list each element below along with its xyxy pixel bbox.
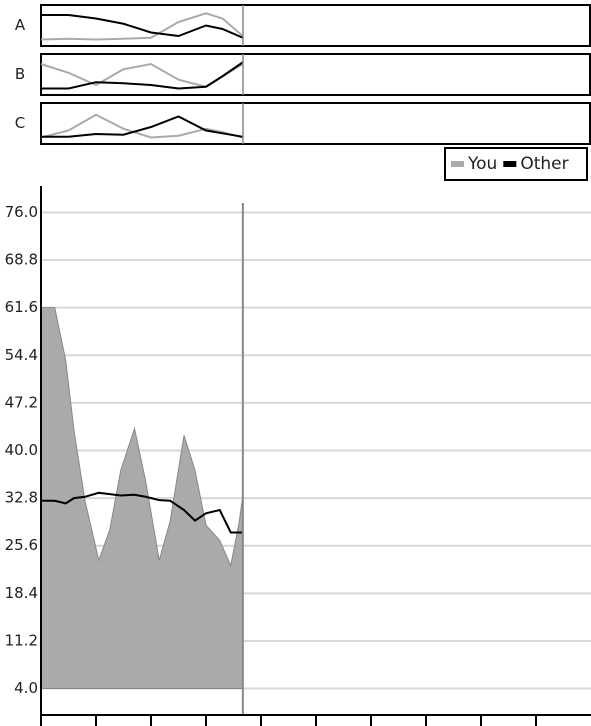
series-line	[41, 14, 244, 39]
panel-label: A	[15, 16, 26, 34]
panel-label: B	[15, 65, 25, 83]
series-line	[41, 61, 244, 90]
legend-label: Other	[520, 154, 568, 174]
y-tick-label: 4.0	[14, 679, 38, 697]
y-tick-label: 47.2	[5, 393, 38, 411]
y-tick-label: 40.0	[5, 441, 38, 459]
y-tick-label: 32.8	[5, 489, 38, 507]
y-tick-label: 18.4	[5, 584, 38, 602]
panel-frame	[40, 53, 591, 96]
y-tick-label: 76.0	[5, 203, 38, 221]
legend-swatch	[451, 161, 464, 167]
series-line	[41, 115, 244, 138]
y-tick-label: 61.6	[5, 298, 38, 316]
y-tick-label: 54.4	[5, 346, 38, 364]
panel-frame	[40, 4, 591, 47]
series-line	[40, 113, 244, 139]
series-line	[40, 12, 244, 41]
y-tick-label: 68.8	[5, 251, 38, 269]
y-tick-label: 11.2	[5, 631, 38, 649]
legend-label: You	[467, 154, 497, 174]
panel-label: C	[15, 114, 25, 132]
panel-frame	[40, 102, 591, 145]
y-tick-label: 25.6	[5, 536, 38, 554]
series-line	[41, 491, 243, 534]
series-area	[40, 307, 244, 690]
legend-swatch	[503, 161, 517, 167]
